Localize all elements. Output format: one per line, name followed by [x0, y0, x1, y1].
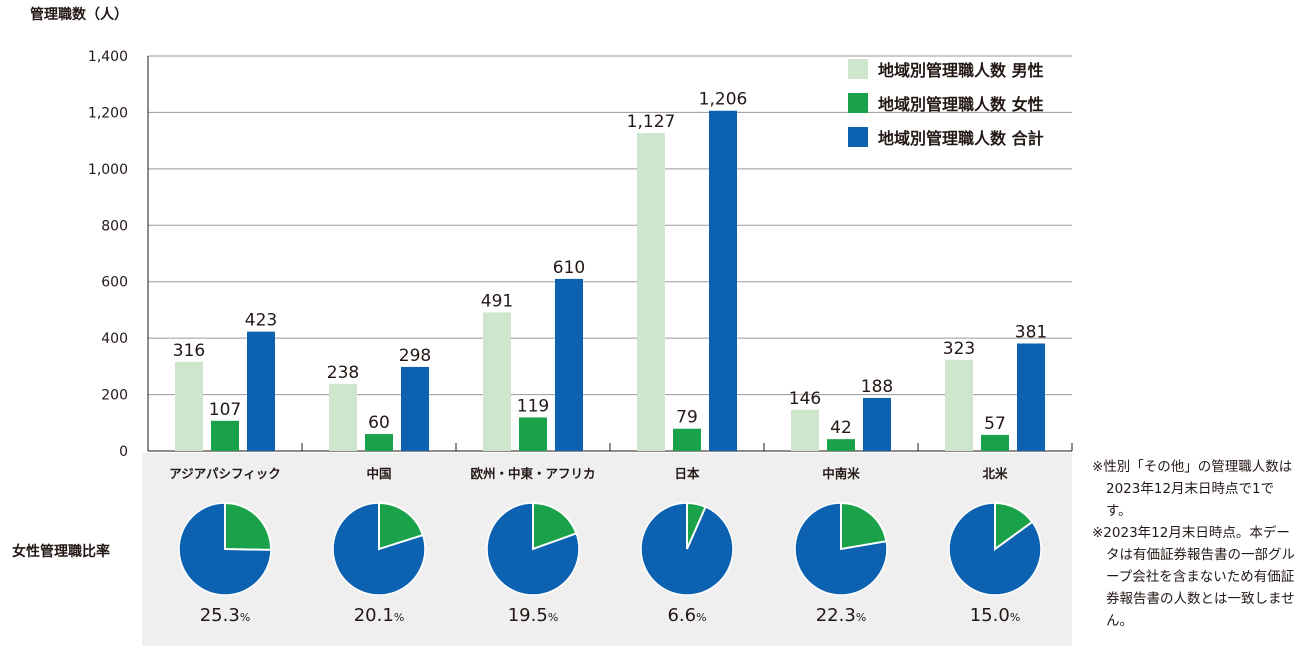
bar: [211, 420, 239, 451]
legend-swatch-female: [848, 93, 868, 113]
footnotes: ※性別「その他」の管理職人数は2023年12月末日時点で1です。 ※2023年1…: [1092, 456, 1297, 632]
pie-slice-female: [532, 501, 578, 551]
y-tick-label: 1,400: [88, 49, 128, 65]
x-tick-label: アジアパシフィック: [169, 466, 281, 481]
legend-label-male: 地域別管理職人数 男性: [878, 61, 1044, 80]
x-tick-label: 中南米: [822, 466, 860, 481]
bar: [791, 409, 819, 451]
bar: [555, 278, 583, 451]
bar-data-label: 1,127: [627, 112, 676, 132]
pie-slice-female: [840, 501, 888, 551]
y-tick-label: 800: [101, 218, 128, 234]
x-tick-label: 欧州・中東・アフリカ: [470, 466, 595, 481]
pie-panel-background: [142, 453, 1072, 646]
bar-data-label: 146: [789, 389, 821, 409]
x-tick-label: 中国: [366, 466, 391, 481]
bar: [863, 397, 891, 451]
legend: 地域別管理職人数 男性 地域別管理職人数 女性 地域別管理職人数 合計: [848, 52, 1044, 154]
female-ratio-title: 女性管理職比率: [12, 544, 110, 560]
pie-percent-label: 6.6%: [667, 605, 706, 626]
bar-data-label: 60: [368, 413, 390, 433]
y-tick-label: 0: [119, 444, 128, 460]
legend-label-female: 地域別管理職人数 女性: [878, 95, 1044, 114]
pie-slice-female: [378, 501, 425, 551]
y-tick-label: 400: [101, 331, 128, 347]
bar: [365, 434, 393, 451]
bar: [1017, 343, 1045, 451]
pie-percent-label: 25.3%: [200, 605, 251, 626]
bar-data-label: 423: [245, 311, 277, 331]
pie-slice-female: [994, 501, 1034, 551]
footnote-1: ※性別「その他」の管理職人数は2023年12月末日時点で1です。: [1092, 459, 1293, 519]
bar-data-label: 57: [984, 414, 1006, 434]
legend-label-total: 地域別管理職人数 合計: [878, 129, 1044, 148]
y-tick-label: 200: [101, 388, 128, 404]
bar-data-label: 323: [943, 339, 975, 359]
bar-data-label: 79: [676, 408, 698, 428]
bar-data-label: 316: [173, 341, 205, 361]
bar-data-label: 188: [861, 377, 893, 397]
legend-swatch-male: [848, 59, 868, 79]
y-tick-label: 1,200: [88, 105, 128, 121]
bar: [637, 133, 665, 451]
y-tick-label: 600: [101, 275, 128, 291]
bar: [329, 383, 357, 451]
bar: [401, 366, 429, 451]
pie-percent-label: 22.3%: [816, 605, 867, 626]
bar: [247, 331, 275, 451]
bar: [945, 359, 973, 451]
pie-slice-female: [686, 501, 707, 550]
legend-item-total: 地域別管理職人数 合計: [848, 120, 1044, 154]
y-axis-title: 管理職数（人）: [30, 7, 128, 23]
bar: [175, 361, 203, 451]
y-tick-label: 1,000: [88, 162, 128, 178]
legend-item-male: 地域別管理職人数 男性: [848, 52, 1044, 86]
pie-percent-label: 19.5%: [508, 605, 559, 626]
x-tick-label: 北米: [982, 466, 1008, 481]
bar-data-label: 238: [327, 363, 359, 383]
bar: [519, 417, 547, 451]
bar-data-label: 1,206: [699, 90, 748, 110]
bar-data-label: 381: [1015, 323, 1047, 343]
pie-percent-label: 20.1%: [354, 605, 405, 626]
x-tick-label: 日本: [674, 466, 700, 481]
bar: [709, 110, 737, 451]
legend-swatch-total: [848, 127, 868, 147]
bar-data-label: 298: [399, 346, 431, 366]
bar-data-label: 491: [481, 291, 513, 311]
pie-slice-female: [224, 501, 272, 551]
bar: [673, 428, 701, 451]
bar-data-label: 107: [209, 400, 241, 420]
bar-data-label: 119: [517, 396, 549, 416]
bar-data-label: 610: [553, 258, 585, 278]
bar: [483, 312, 511, 451]
bar: [981, 434, 1009, 451]
bar-data-label: 42: [830, 418, 852, 438]
bar: [827, 439, 855, 451]
footnote-2: ※2023年12月末日時点。本データは有価証券報告書の一部グループ会社を含まない…: [1092, 525, 1295, 629]
legend-item-female: 地域別管理職人数 女性: [848, 86, 1044, 120]
pie-percent-label: 15.0%: [970, 605, 1021, 626]
